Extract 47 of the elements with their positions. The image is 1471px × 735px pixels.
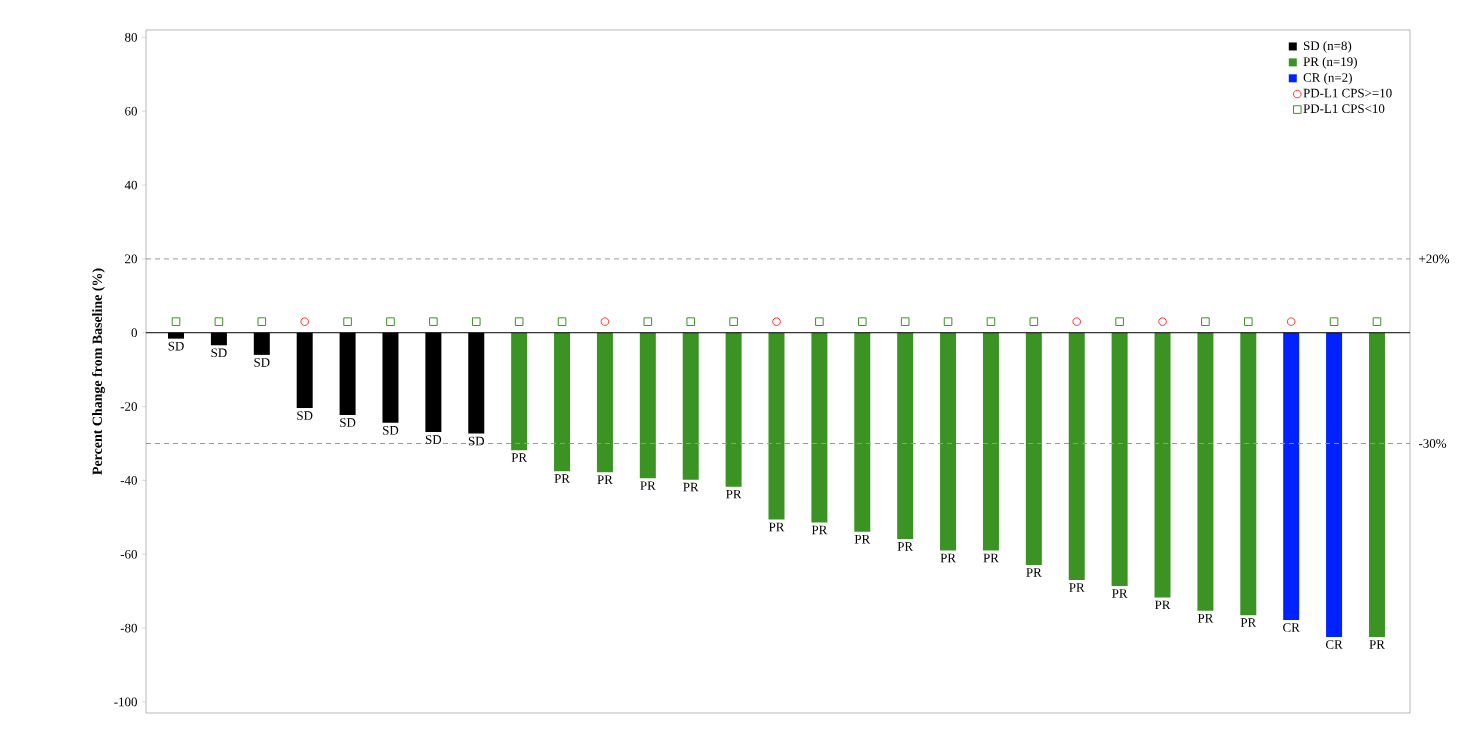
data-label: SD xyxy=(425,435,442,444)
legend-label: PD-L1 CPS>=10 xyxy=(1303,88,1392,98)
y-tick-label: -40 xyxy=(120,476,137,485)
data-label: PR xyxy=(768,522,785,532)
data-label: PR xyxy=(1026,568,1042,577)
data-label: SD xyxy=(468,436,485,446)
data-label: PR xyxy=(640,481,656,490)
data-label: SD xyxy=(340,418,356,427)
data-label: PR xyxy=(940,553,956,563)
data-label: PR xyxy=(1154,600,1171,610)
y-tick-label: -20 xyxy=(120,402,137,411)
ref-line-label: +20% xyxy=(1419,254,1450,264)
y-tick-label: -100 xyxy=(114,697,137,707)
data-label: SD xyxy=(168,341,184,351)
legend-label: PR (n=19) xyxy=(1303,56,1357,69)
data-label: PR xyxy=(683,482,699,492)
data-label: PR xyxy=(511,453,528,462)
y-tick-label: 80 xyxy=(125,33,137,42)
legend-label: PD-L1 CPS<10 xyxy=(1303,104,1385,114)
data-label: SD xyxy=(297,411,313,420)
data-label: SD xyxy=(254,358,270,367)
ref-line-label: -30% xyxy=(1419,439,1447,448)
data-label: PR xyxy=(726,489,742,499)
data-label: PR xyxy=(554,474,570,483)
y-tick-label: -80 xyxy=(120,623,137,633)
data-label: PR xyxy=(811,525,828,535)
legend-label: SD (n=8) xyxy=(1303,41,1352,53)
data-label: CR xyxy=(1325,640,1343,649)
y-tick-label: 40 xyxy=(124,180,137,190)
data-label: SD xyxy=(211,348,227,358)
data-label: CR xyxy=(1283,623,1300,632)
y-tick-label: 20 xyxy=(125,254,137,264)
data-label: PR xyxy=(1069,583,1085,592)
y-tick-label: 60 xyxy=(125,106,137,116)
legend-label: CR (n=2) xyxy=(1303,72,1352,85)
y-tick-label: -60 xyxy=(120,549,137,559)
data-label: SD xyxy=(383,426,399,435)
data-label: PR xyxy=(1240,618,1257,627)
y-axis-title: Percent Change from Baseline (%) xyxy=(92,268,105,475)
data-label: PR xyxy=(1112,589,1128,598)
data-label: PR xyxy=(597,475,613,484)
y-tick-label: 0 xyxy=(131,328,137,338)
data-label: PR xyxy=(1369,640,1385,649)
data-label: PR xyxy=(897,542,914,551)
data-label: PR xyxy=(1197,613,1214,623)
data-label: PR xyxy=(983,553,999,563)
data-label: PR xyxy=(854,534,871,544)
